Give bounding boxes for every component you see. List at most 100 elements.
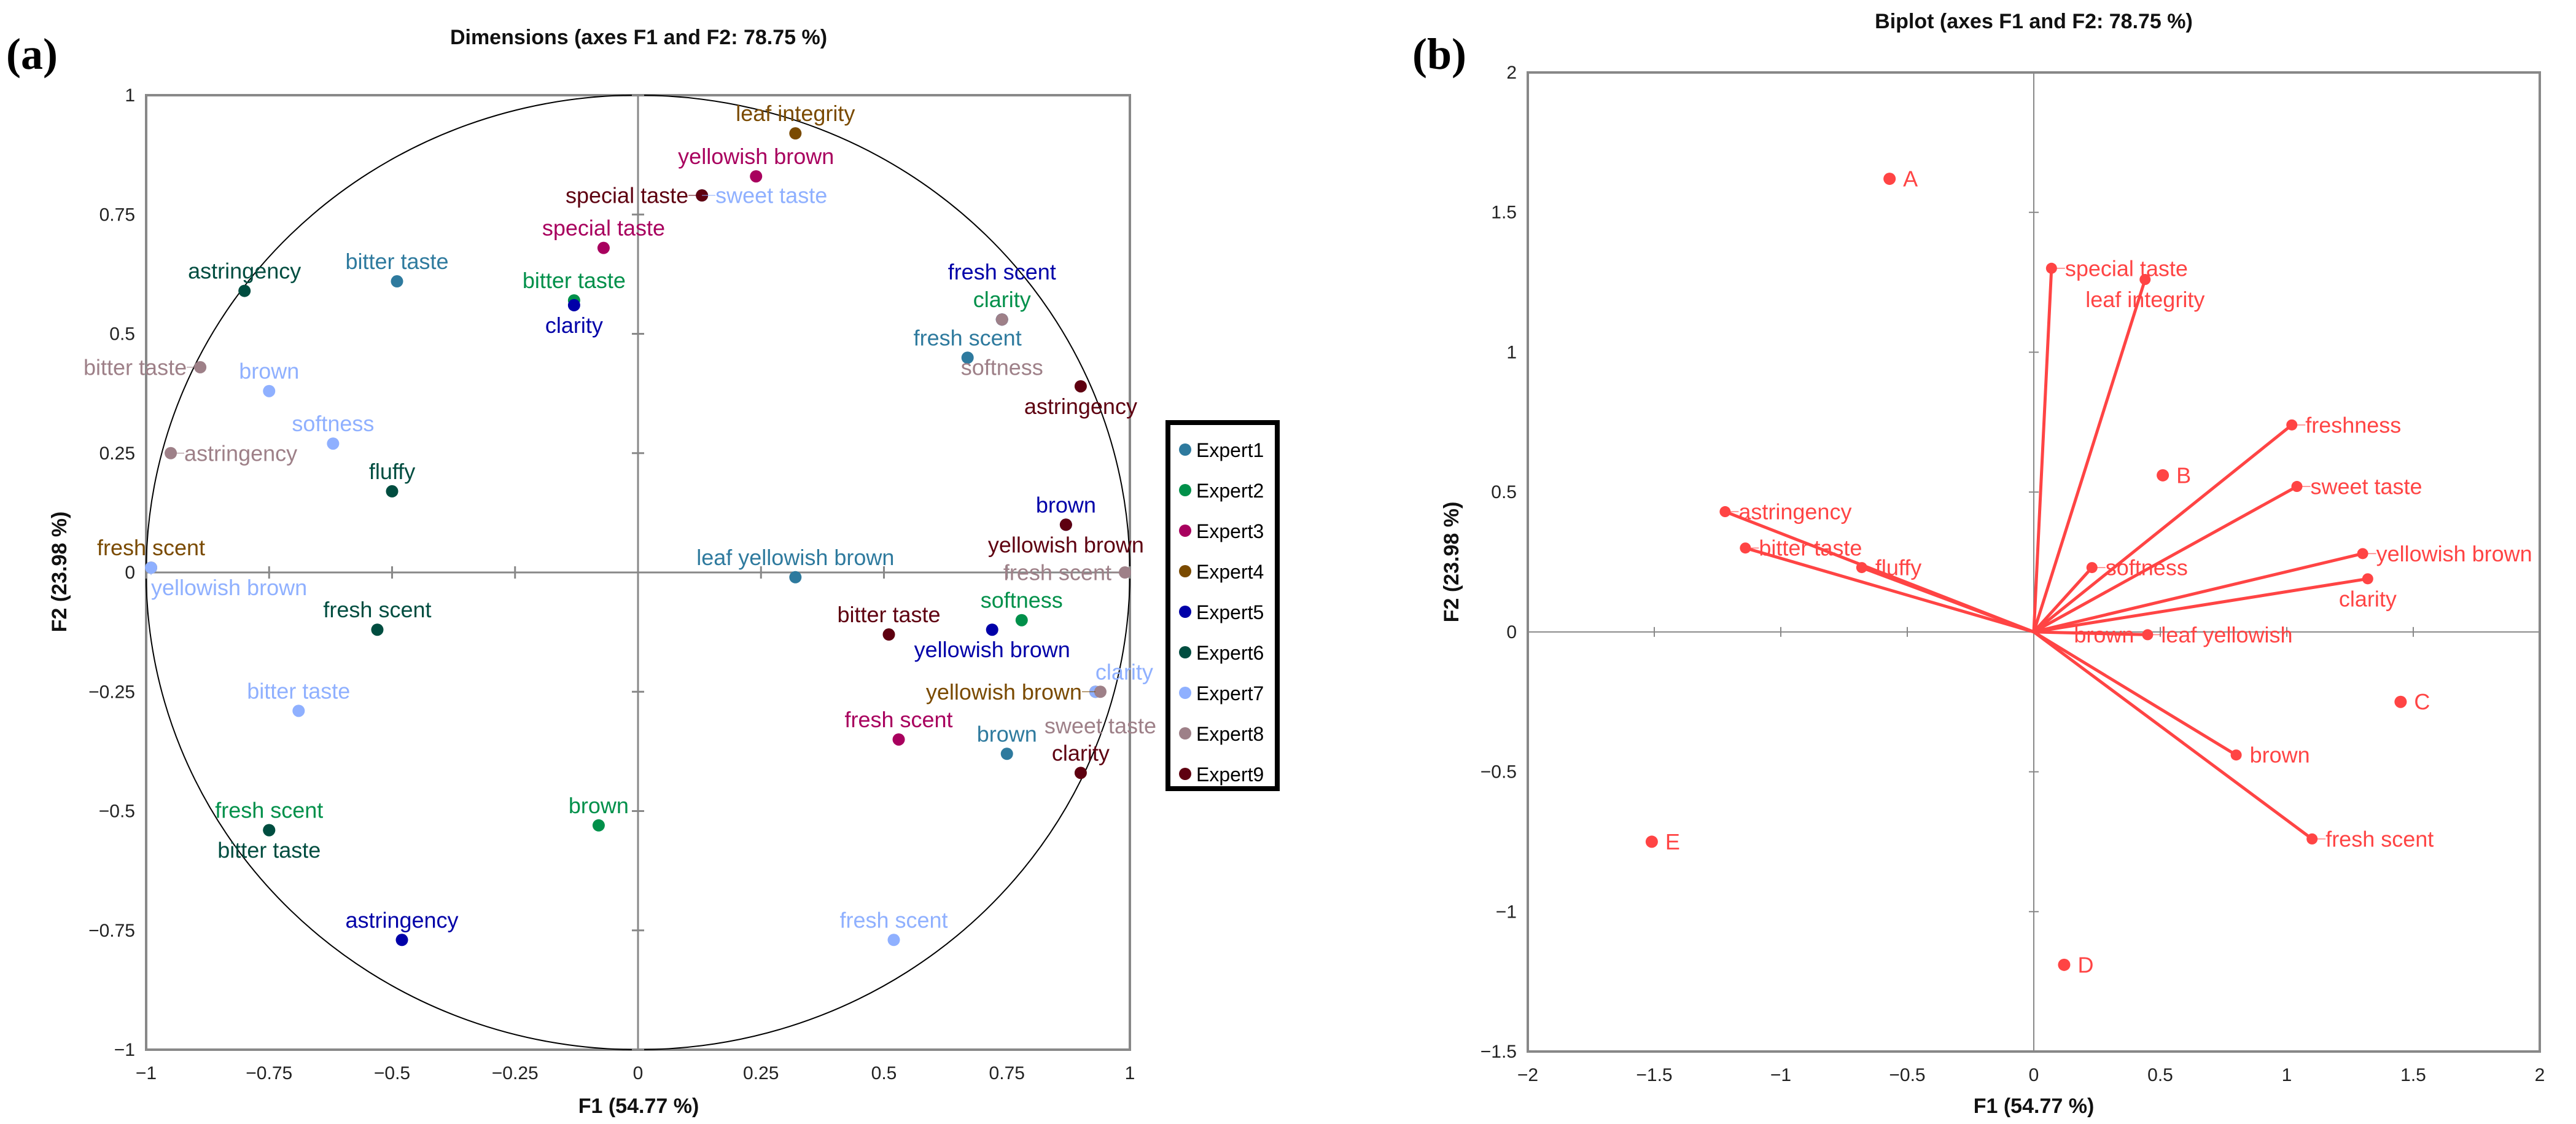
y-tick-label: −0.25: [88, 682, 135, 702]
point-label: clarity: [1052, 740, 1110, 765]
x-tick-label: −1: [1770, 1065, 1791, 1085]
data-point-expert1: [391, 275, 403, 288]
point-label: brown: [977, 721, 1037, 746]
data-point-expert5: [567, 299, 580, 311]
variable-vector: [1745, 546, 2034, 634]
observation-label: A: [1903, 166, 1918, 192]
variable-vector: [2032, 268, 2053, 632]
y-tick-label: 1.5: [1491, 203, 1517, 223]
variable-label: sweet taste: [2310, 474, 2422, 499]
point-label: special taste: [566, 183, 688, 208]
x-tick-label: 1: [1125, 1063, 1135, 1083]
point-label: fresh scent: [948, 259, 1056, 284]
y-tick-label: 1: [125, 85, 135, 106]
point-label: fresh scent: [323, 597, 431, 622]
variable-vector: [2033, 630, 2237, 757]
variable-label: softness: [2106, 555, 2188, 580]
point-label: bitter taste: [837, 602, 940, 627]
point-label: fresh scent: [215, 798, 323, 823]
point-label: sweet taste: [715, 183, 827, 208]
data-point-expert9: [1074, 380, 1087, 392]
point-label: yellowish brown: [151, 575, 307, 600]
x-tick-label: 0.75: [989, 1063, 1025, 1083]
data-point-expert2: [1015, 614, 1028, 626]
variable-label: brown: [2250, 743, 2310, 768]
point-label: bitter taste: [247, 678, 350, 703]
point-label: astringency: [188, 259, 301, 284]
point-label: bitter taste: [523, 268, 626, 293]
y-tick-label: 1: [1506, 342, 1517, 362]
y-tick-label: 0: [125, 563, 135, 583]
data-point-expert6: [386, 485, 399, 498]
point-labels: bitter taste fresh scent leaf yellowish br…: [84, 101, 1156, 932]
point-label: softness: [292, 411, 374, 436]
point-label: yellowish brown: [926, 679, 1082, 704]
variable-vector: [2033, 552, 2364, 634]
data-point-expert7: [327, 437, 340, 450]
x-tick-label: −0.25: [492, 1063, 539, 1083]
point-label: softness: [961, 354, 1043, 380]
legend-marker: [1179, 727, 1191, 740]
point-label: clarity: [545, 313, 603, 338]
variable-label: leaf integrity: [2085, 287, 2204, 312]
y-tick-label: −0.5: [99, 802, 135, 822]
data-point-expert2: [592, 819, 605, 832]
data-point-expert9: [882, 628, 895, 641]
panel-label-b: (b): [1412, 29, 1466, 79]
y-tick-label: −1.5: [1481, 1042, 1517, 1062]
x-tick-label: −1: [136, 1063, 157, 1083]
data-point-expert1: [961, 351, 974, 364]
x-axis-title-b: F1 (54.77 %): [1974, 1095, 2095, 1118]
variable-point: [1856, 562, 1867, 574]
variable-vector: [2033, 423, 2293, 633]
point-label: fluffy: [369, 459, 415, 484]
y-tick-label: 0.25: [99, 443, 135, 464]
x-tick-label: 0.5: [2147, 1065, 2173, 1085]
panel-label-a: (a): [6, 29, 58, 79]
point-label: clarity: [1095, 659, 1153, 684]
data-point-expert6: [238, 284, 251, 297]
data-point-expert7: [263, 384, 276, 397]
variable-vector: [2033, 630, 2148, 636]
y-tick-label: −0.75: [88, 921, 135, 941]
data-point-expert1: [789, 571, 802, 583]
correlation-circle-chart: −1 −0.75 −0.5 −0.25 0 0.25 0.5 0.75 1 −1 −0.75 −0.5…: [84, 85, 1156, 1083]
variable-label-line2: brown: [2074, 622, 2134, 647]
legend-label: Expert9: [1196, 763, 1264, 786]
legend-label: Expert7: [1196, 682, 1264, 704]
data-point-expert6: [371, 623, 384, 636]
point-label: bitter taste: [84, 354, 187, 380]
legend-marker: [1179, 565, 1191, 577]
y-tick-label: 0.5: [109, 324, 135, 345]
variable-label: clarity: [2339, 586, 2397, 611]
variable-point: [2230, 749, 2242, 761]
point-label: astringency: [1024, 394, 1137, 419]
variable-vector: [2032, 279, 2147, 633]
data-point-expert9: [1074, 767, 1087, 779]
variable-vector: [2033, 630, 2313, 840]
legend-marker: [1179, 606, 1191, 618]
variable-label: astringency: [1738, 499, 1851, 525]
x-tick-label: 1: [2282, 1065, 2292, 1085]
variable-point: [2139, 274, 2151, 286]
data-point-expert5: [395, 934, 408, 946]
x-axis-title-a: F1 (54.77 %): [578, 1095, 699, 1118]
x-tick-label: −1.5: [1636, 1065, 1672, 1085]
label-leaders: [1725, 268, 2376, 840]
x-tick-label: −0.5: [374, 1063, 410, 1083]
y-tick-label: 0: [1506, 622, 1517, 642]
point-label: fresh scent: [1003, 560, 1111, 585]
point-label: yellowish brown: [678, 144, 834, 169]
observation-point: [1883, 173, 1896, 185]
x-tick-label: 0: [2029, 1065, 2039, 1085]
variable-vectors: [1645, 173, 2407, 971]
variable-label: leaf yellowish: [2161, 622, 2292, 647]
observation-label: E: [1665, 829, 1680, 854]
legend-marker: [1179, 525, 1191, 537]
data-point-expert3: [892, 733, 905, 746]
variable-label: special taste: [2065, 256, 2188, 281]
point-label: softness: [981, 588, 1063, 613]
variable-label: yellowish brown: [2376, 541, 2532, 566]
x-tick-label: 1.5: [2400, 1065, 2426, 1085]
legend-label: Expert3: [1196, 520, 1264, 542]
